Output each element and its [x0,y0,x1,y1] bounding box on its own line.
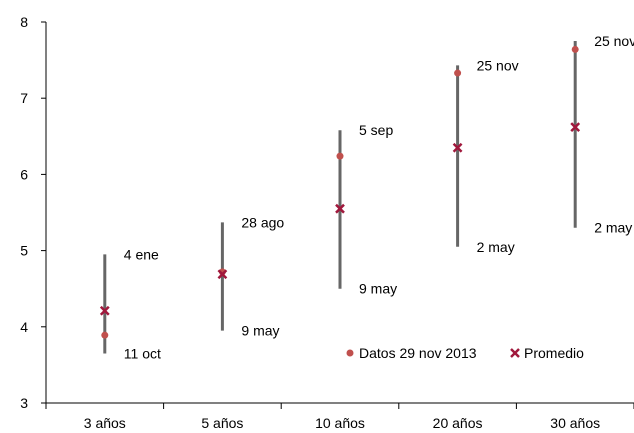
range-low-label: 2 may [477,239,515,255]
point-promedio [335,203,345,214]
range-labels: 4 ene 11 oct 28 ago 9 may 5 sep 9 may 25 nov 2 … [124,33,634,361]
y-tick-label: 6 [20,166,28,182]
x-tick-label: 10 años [315,415,365,431]
legend-label-promedio: Promedio [524,345,584,361]
range-high-label: 5 sep [359,122,393,138]
point-promedio [452,142,463,153]
point-promedio [217,269,228,280]
range-high-label: 25 nov [594,33,634,49]
point-datos [454,69,462,77]
range-low-label: 9 may [359,281,397,297]
x-tick-label: 3 años [84,415,126,431]
data-markers [99,45,581,339]
legend-label-datos: Datos 29 nov 2013 [359,345,477,361]
y-tick-label: 5 [20,243,28,259]
point-promedio [99,305,110,316]
y-tick-label: 4 [20,319,28,335]
x-tick-label: 5 años [201,415,243,431]
range-high-label: 4 ene [124,246,159,262]
point-datos [101,331,109,339]
point-datos [336,152,344,160]
range-low-label: 11 oct [124,345,161,361]
y-tick-label: 8 [20,14,28,30]
range-bars [103,41,577,354]
range-high-label: 28 ago [241,214,284,230]
y-tick-label: 7 [20,90,28,106]
point-promedio [570,122,581,133]
range-low-label: 2 may [594,220,632,236]
x-tick-label: 20 años [433,415,483,431]
point-datos [571,45,579,53]
legend: Datos 29 nov 2013 Promedio [346,345,584,361]
axes: 3 4 5 6 7 8 3 años 5 años 10 años 20 años 30 años [20,14,634,431]
range-high-label: 25 nov [477,57,519,73]
legend-marker-promedio [510,348,520,358]
y-tick-label: 3 [20,395,28,411]
x-tick-label: 30 años [550,415,600,431]
range-low-label: 9 may [241,323,279,339]
legend-marker-datos [346,349,354,357]
